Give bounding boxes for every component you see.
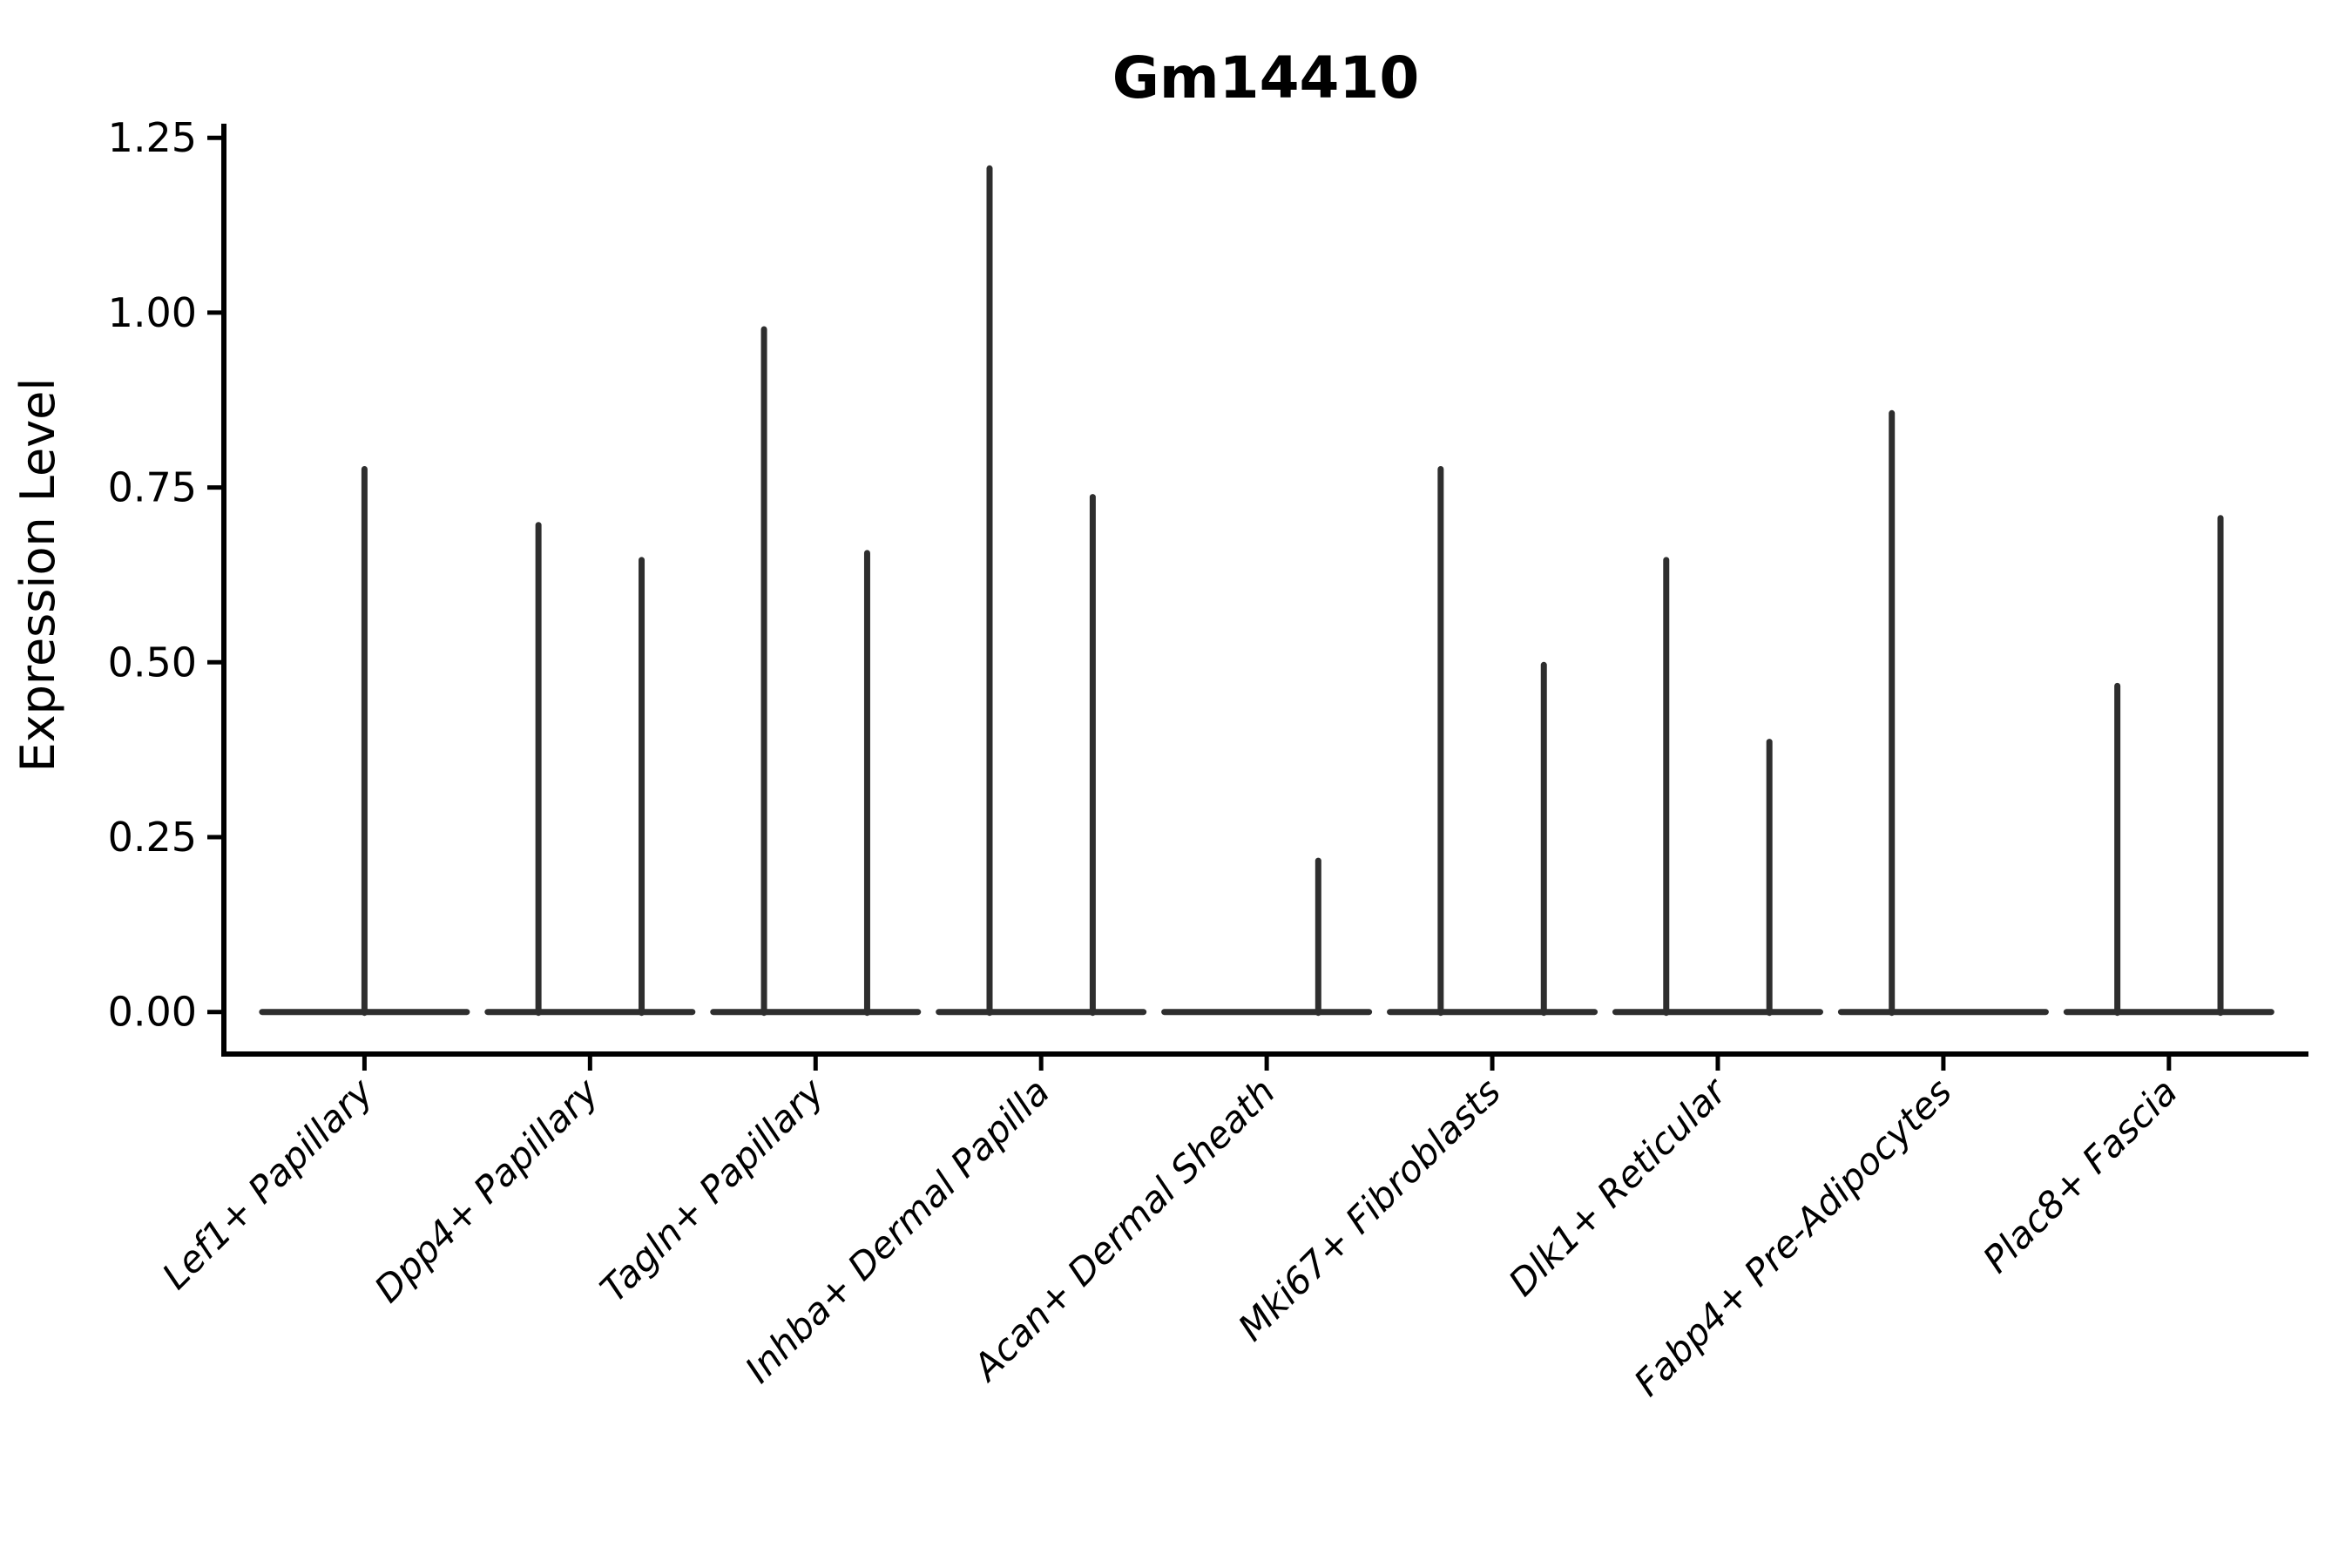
x-tick-label: Lef1+ Papillary bbox=[154, 1070, 382, 1298]
y-tick-label: 0.50 bbox=[108, 639, 197, 686]
y-axis-label: Expression Level bbox=[10, 378, 65, 773]
y-tick-label: 0.75 bbox=[108, 464, 197, 511]
x-tick-label: Dlk1+ Reticular bbox=[1500, 1068, 1736, 1304]
y-tick-label: 0.00 bbox=[108, 989, 197, 1036]
chart-title: Gm14410 bbox=[1112, 44, 1420, 112]
y-tick-label: 1.00 bbox=[108, 289, 197, 336]
x-tick-label: Mki67+ Fibroblasts bbox=[1230, 1070, 1509, 1348]
x-tick-label: Tagln+ Papillary bbox=[592, 1070, 834, 1311]
x-tick-label: Plac8+ Fascia bbox=[1975, 1070, 2186, 1281]
y-tick-label: 0.25 bbox=[108, 814, 197, 861]
y-tick-label: 1.25 bbox=[108, 114, 197, 161]
x-tick-label: Dpp4+ Papillary bbox=[366, 1070, 607, 1311]
